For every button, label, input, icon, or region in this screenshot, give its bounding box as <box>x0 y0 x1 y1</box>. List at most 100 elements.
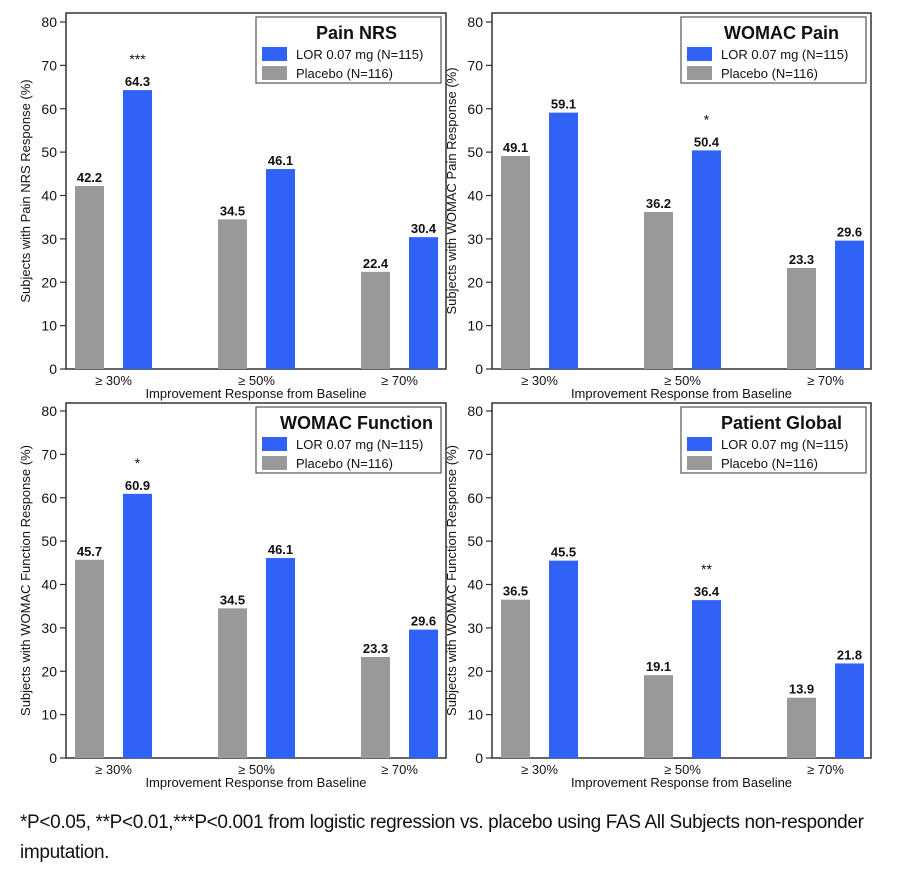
bar-placebo <box>218 608 247 758</box>
legend-label: LOR 0.07 mg (N=115) <box>721 437 848 452</box>
legend-label: LOR 0.07 mg (N=115) <box>296 437 423 452</box>
legend-title: WOMAC Function <box>280 413 433 433</box>
legend-swatch-placebo <box>687 66 712 80</box>
y-tick-label: 30 <box>41 620 57 636</box>
data-label: 59.1 <box>551 97 576 112</box>
legend-label: Placebo (N=116) <box>296 66 393 81</box>
y-tick-label: 80 <box>467 14 483 30</box>
bar-active <box>123 90 152 369</box>
y-tick-label: 40 <box>467 188 483 204</box>
bar-active <box>835 240 864 369</box>
y-axis-label: Subjects with WOMAC Function Response (%… <box>18 445 33 716</box>
legend-swatch-active <box>262 47 287 61</box>
bar-placebo <box>644 675 673 758</box>
y-tick-label: 80 <box>41 403 57 419</box>
data-label: 36.5 <box>503 584 528 599</box>
y-tick-label: 10 <box>467 707 483 723</box>
bar-active <box>692 600 721 758</box>
figure: 0 10 20 30 40 50 60 70 80 Subjects with Pain NRS … <box>18 12 872 790</box>
legend: WOMAC Pain LOR 0.07 mg (N=115) Placebo (N=… <box>680 16 867 84</box>
y-tick-label: 20 <box>41 274 57 290</box>
y-tick-label: 60 <box>467 101 483 117</box>
y-tick-label: 80 <box>467 403 483 419</box>
data-label: 42.2 <box>77 170 102 185</box>
data-label: 34.5 <box>220 203 245 218</box>
chart-panel-4: 0 10 20 30 40 50 60 70 80 Subjects with WOMAC Fun… <box>444 402 872 790</box>
bar-placebo <box>787 697 816 758</box>
legend: WOMAC Function LOR 0.07 mg (N=115) Placebo… <box>255 406 442 474</box>
y-tick-label: 0 <box>49 361 57 377</box>
x-axis-label: Improvement Response from Baseline <box>145 775 366 790</box>
y-tick-label: 50 <box>467 144 483 160</box>
footnote: *P<0.05, **P<0.01,***P<0.001 from logist… <box>20 812 864 863</box>
significance-marker: * <box>704 111 710 127</box>
x-axis-label: Improvement Response from Baseline <box>145 386 366 401</box>
x-tick-label: ≥ 50% <box>238 373 275 388</box>
bar-placebo <box>75 185 104 369</box>
y-tick-label: 0 <box>475 750 483 766</box>
data-label: 29.6 <box>837 225 862 240</box>
x-tick-label: ≥ 50% <box>664 373 701 388</box>
bar-active <box>266 558 295 758</box>
data-label: 45.5 <box>551 545 576 560</box>
y-tick-label: 20 <box>41 663 57 679</box>
y-tick-label: 0 <box>475 361 483 377</box>
legend: Patient Global LOR 0.07 mg (N=115) Placebo… <box>680 406 867 474</box>
legend: Pain NRS LOR 0.07 mg (N=115) Placebo (N=11… <box>255 16 442 84</box>
y-tick-label: 40 <box>41 188 57 204</box>
legend-swatch-active <box>687 47 712 61</box>
data-label: 30.4 <box>411 221 437 236</box>
bar-active <box>266 169 295 369</box>
y-tick-label: 10 <box>41 318 57 334</box>
legend-swatch-placebo <box>262 66 287 80</box>
x-tick-label: ≥ 50% <box>238 762 275 777</box>
legend-title: Patient Global <box>721 413 842 433</box>
chart-panel-2: 0 10 20 30 40 50 60 70 80 Subjects with WOMAC Pai… <box>444 12 872 401</box>
significance-marker: *** <box>129 51 146 67</box>
bar-active <box>409 629 438 758</box>
chart-panel-1: 0 10 20 30 40 50 60 70 80 Subjects with Pain NRS … <box>18 12 447 401</box>
x-axis-label: Improvement Response from Baseline <box>571 775 792 790</box>
legend-label: LOR 0.07 mg (N=115) <box>721 47 848 62</box>
y-tick-label: 20 <box>467 663 483 679</box>
bar-active <box>692 150 721 369</box>
y-tick-label: 60 <box>467 490 483 506</box>
bar-placebo <box>644 211 673 369</box>
y-tick-label: 70 <box>467 57 483 73</box>
bar-active <box>123 493 152 758</box>
bar-active <box>549 560 578 758</box>
data-label: 64.3 <box>125 74 150 89</box>
data-label: 19.1 <box>646 659 671 674</box>
y-tick-label: 60 <box>41 101 57 117</box>
bar-placebo <box>75 559 104 758</box>
legend-swatch-active <box>262 437 287 451</box>
bar-active <box>549 112 578 369</box>
data-label: 36.2 <box>646 196 671 211</box>
y-tick-label: 0 <box>49 750 57 766</box>
data-label: 60.9 <box>125 478 150 493</box>
y-tick-label: 60 <box>41 490 57 506</box>
data-label: 21.8 <box>837 647 862 662</box>
bar-placebo <box>501 599 530 758</box>
y-tick-label: 30 <box>41 231 57 247</box>
chart-panel-3: 0 10 20 30 40 50 60 70 80 Subjects with WOMAC Fun… <box>18 402 447 790</box>
data-label: 45.7 <box>77 544 102 559</box>
y-tick-label: 50 <box>41 144 57 160</box>
plot-frame <box>491 12 872 370</box>
x-tick-label: ≥ 30% <box>521 762 558 777</box>
y-axis-label: Subjects with WOMAC Function Response (%… <box>444 445 459 716</box>
bar-placebo <box>501 156 530 369</box>
legend-swatch-active <box>687 437 712 451</box>
data-label: 50.4 <box>694 134 720 149</box>
y-tick-label: 30 <box>467 620 483 636</box>
data-label: 36.4 <box>694 584 720 599</box>
significance-marker: ** <box>701 561 712 577</box>
data-label: 29.6 <box>411 614 436 629</box>
data-label: 34.5 <box>220 592 245 607</box>
y-tick-label: 70 <box>467 446 483 462</box>
data-label: 49.1 <box>503 140 528 155</box>
significance-marker: * <box>135 455 141 471</box>
legend-title: Pain NRS <box>316 23 397 43</box>
legend-label: Placebo (N=116) <box>721 456 818 471</box>
bar-placebo <box>787 267 816 369</box>
